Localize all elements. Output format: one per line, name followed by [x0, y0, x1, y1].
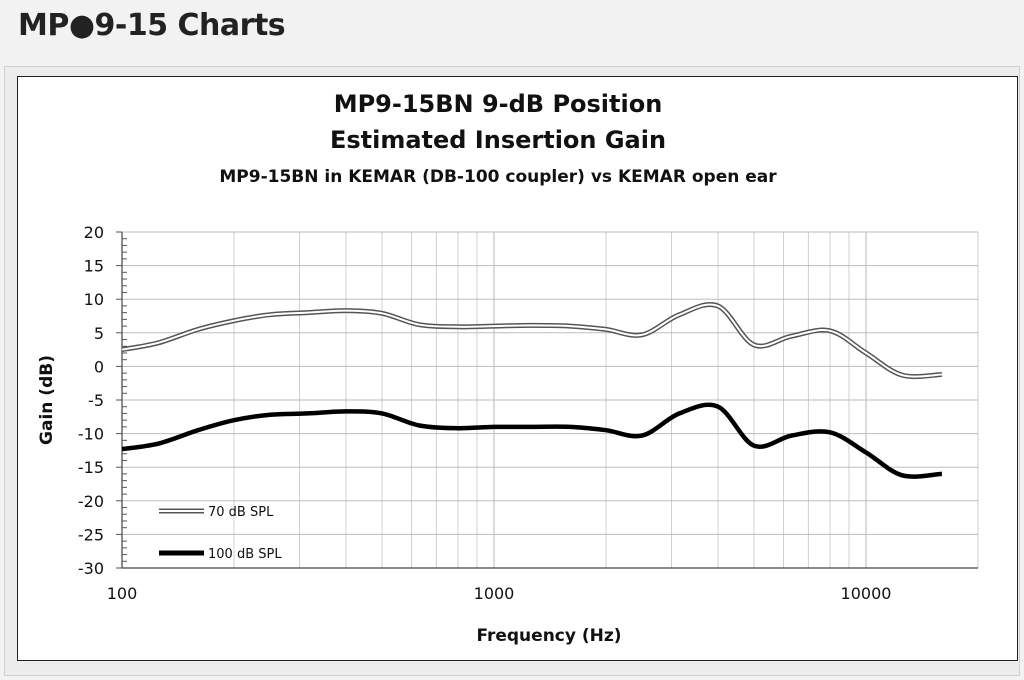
chart-subtitle: MP9-15BN in KEMAR (DB-100 coupler) vs KE… — [219, 167, 777, 187]
series-line-70db-inner — [121, 303, 942, 378]
x-axis-label: Frequency (Hz) — [476, 626, 621, 646]
chart-container: MP9-15BN 9-dB Position Estimated Inserti… — [17, 76, 1018, 661]
y-tick-label: -20 — [78, 492, 104, 511]
x-tick-label: 1000 — [474, 584, 515, 603]
x-tick-label: 100 — [107, 584, 138, 603]
x-tick-label: 10000 — [841, 584, 892, 603]
y-tick-label: -15 — [78, 458, 104, 477]
y-tick-label: 0 — [94, 357, 104, 376]
y-tick-label: 20 — [84, 223, 104, 242]
y-tick-label: 15 — [84, 257, 104, 276]
chart-title: MP9-15BN 9-dB Position — [334, 90, 663, 118]
legend-label-70: 70 dB SPL — [208, 505, 274, 520]
insertion-gain-chart: MP9-15BN 9-dB Position Estimated Inserti… — [37, 90, 979, 646]
legend: 70 dB SPL 100 dB SPL — [159, 505, 282, 562]
series-lines — [121, 301, 943, 479]
series-line-70db-outer — [121, 301, 943, 380]
y-tick-label: -25 — [78, 525, 104, 544]
page-heading: MP●9-15 Charts — [18, 8, 286, 43]
y-tick-label: -5 — [88, 391, 104, 410]
y-tick-label: -10 — [78, 425, 104, 444]
series-line-100db — [121, 402, 943, 479]
y-tick-label: -30 — [78, 559, 104, 578]
y-tick-label: 5 — [94, 324, 104, 343]
y-axis-label: Gain (dB) — [37, 355, 57, 445]
chart-title-2: Estimated Insertion Gain — [330, 126, 666, 154]
legend-label-100: 100 dB SPL — [208, 547, 282, 562]
y-tick-label: 10 — [84, 290, 104, 309]
